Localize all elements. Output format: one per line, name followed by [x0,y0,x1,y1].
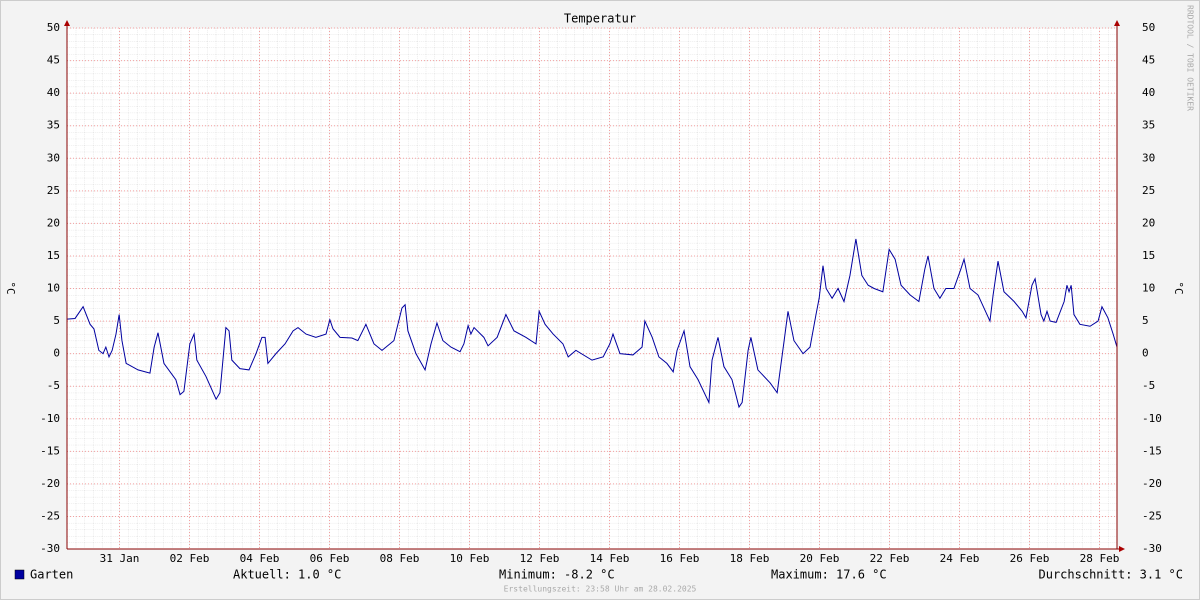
x-tick-label: 22 Feb [870,552,910,565]
y-tick-label: 30 [47,151,60,164]
y2-tick-label: 45 [1142,54,1155,67]
x-tick-label: 12 Feb [520,552,560,565]
y2-tick-label: 5 [1142,314,1149,327]
y-tick-label: 50 [47,21,60,34]
stat: Minimum: -8.2 °C [499,568,615,582]
x-tick-label: 20 Feb [800,552,840,565]
stat: Aktuell: 1.0 °C [233,568,341,582]
axis-arrow [1119,546,1125,552]
y2-tick-label: 0 [1142,347,1149,360]
y-tick-label: 25 [47,184,60,197]
y-tick-label: 45 [47,54,60,67]
x-tick-label: 24 Feb [940,552,980,565]
y2-tick-label: -15 [1142,444,1162,457]
chart-title: Temperatur [564,12,636,26]
x-tick-label: 18 Feb [730,552,770,565]
y2-tick-label: -25 [1142,509,1162,522]
x-tick-label: 08 Feb [380,552,420,565]
x-tick-label: 31 Jan [100,552,140,565]
x-tick-label: 06 Feb [310,552,350,565]
y2-tick-label: -5 [1142,379,1155,392]
y-tick-label: 40 [47,86,60,99]
axis-arrow [1114,20,1120,26]
x-tick-label: 26 Feb [1010,552,1050,565]
x-tick-label: 14 Feb [590,552,630,565]
y2-tick-label: 20 [1142,216,1155,229]
stat: Durchschnitt: 3.1 °C [1039,568,1184,582]
y2-tick-label: 10 [1142,282,1155,295]
stat: Maximum: 17.6 °C [771,568,887,582]
y2-tick-label: 25 [1142,184,1155,197]
axis-arrow [64,20,70,26]
y2-tick-label: 50 [1142,21,1155,34]
y2-tick-label: 40 [1142,86,1155,99]
y-tick-label: -10 [40,412,60,425]
y-tick-label: 0 [53,347,60,360]
y2-tick-label: -20 [1142,477,1162,490]
y2-tick-label: 30 [1142,151,1155,164]
y-tick-label: -20 [40,477,60,490]
y-tick-label: 20 [47,216,60,229]
y2-tick-label: 35 [1142,119,1155,132]
y2-axis-title: °C [1172,281,1185,294]
y2-tick-label: 15 [1142,249,1155,262]
x-tick-label: 16 Feb [660,552,700,565]
x-tick-label: 28 Feb [1080,552,1120,565]
legend-label: Garten [30,568,73,582]
series-line [66,238,1118,409]
y-tick-label: -15 [40,444,60,457]
footer: Erstellungszeit: 23:58 Uhr am 28.02.2025 [504,585,697,594]
legend-swatch [14,569,25,580]
y-tick-label: -5 [47,379,60,392]
y2-tick-label: -10 [1142,412,1162,425]
y-tick-label: -30 [40,542,60,555]
y-tick-label: 35 [47,119,60,132]
x-tick-label: 10 Feb [450,552,490,565]
y-tick-label: 10 [47,282,60,295]
y-tick-label: 15 [47,249,60,262]
grid [67,27,1117,550]
x-tick-label: 02 Feb [170,552,210,565]
y-tick-label: 5 [53,314,60,327]
marks [66,238,1118,409]
x-tick-label: 04 Feb [240,552,280,565]
y2-tick-label: -30 [1142,542,1162,555]
y-tick-label: -25 [40,509,60,522]
watermark: RRDTOOL / TOBI OETIKER [1186,5,1195,111]
y-axis-title: °C [4,281,17,294]
